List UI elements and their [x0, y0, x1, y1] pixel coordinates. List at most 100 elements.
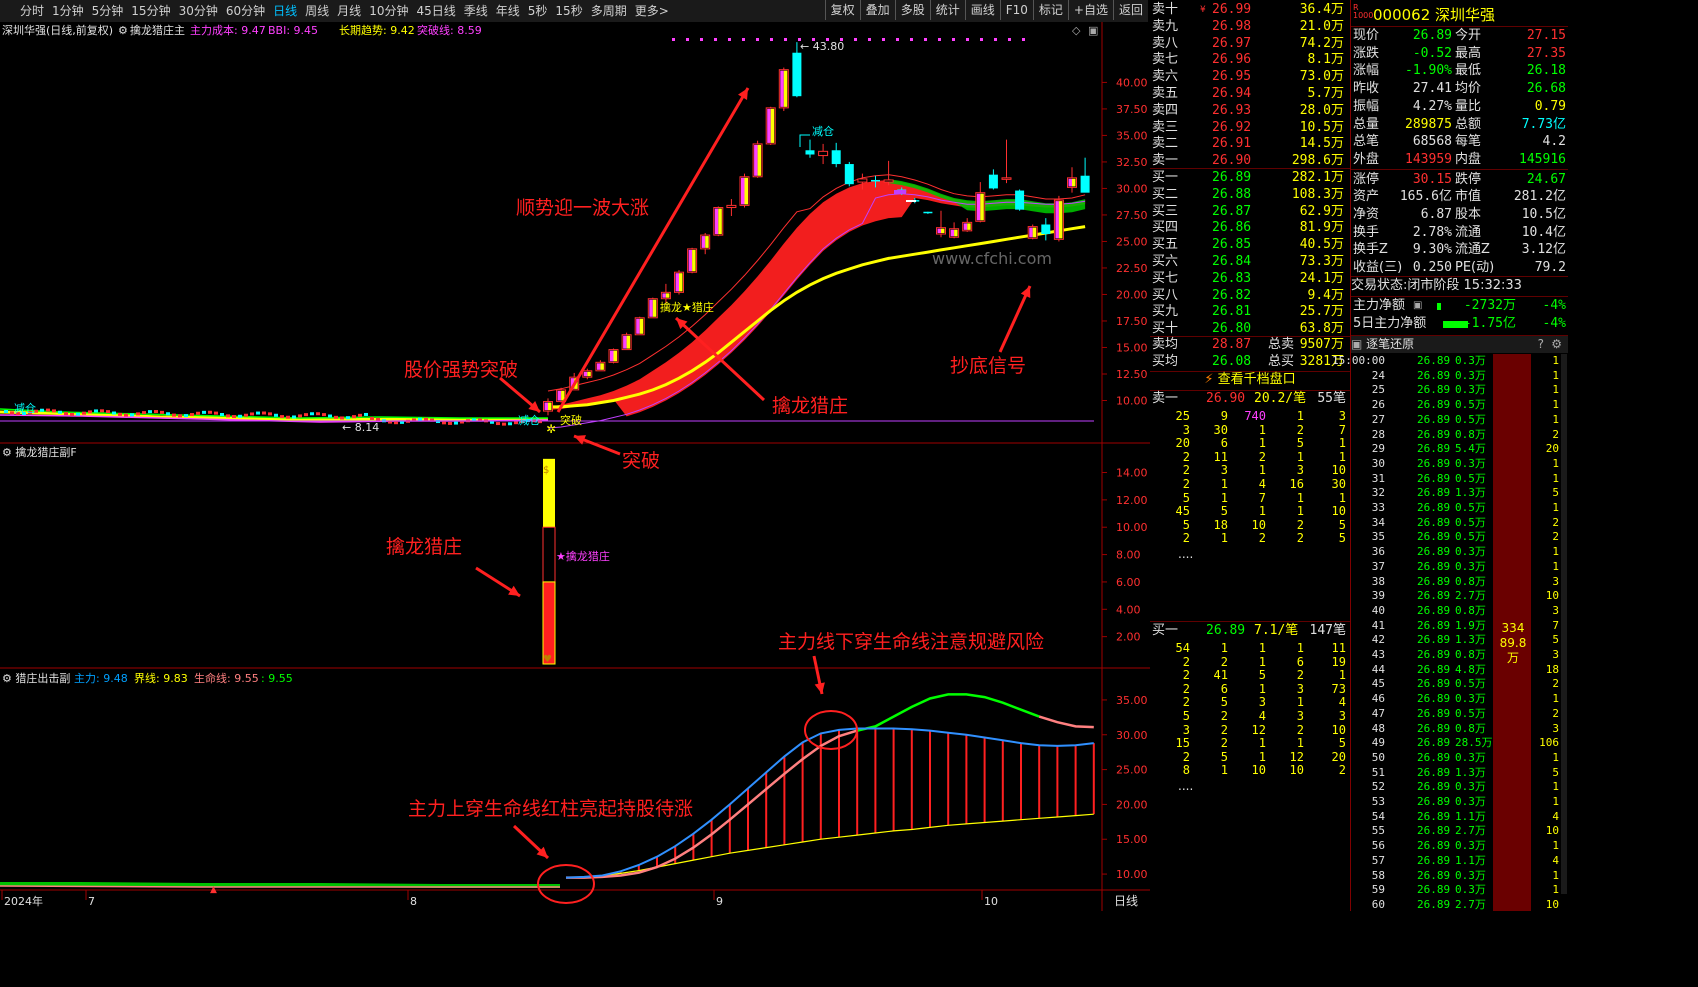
order-level[interactable]: 卖四 26.93 28.0万	[1150, 103, 1350, 120]
tick-row[interactable]: 27 26.89 0.5万 1	[1351, 413, 1559, 428]
timeframe-tab[interactable]: 15秒	[555, 4, 583, 18]
tick-row[interactable]: 60 26.89 2.7万 10	[1351, 898, 1559, 913]
timeframe-tab[interactable]: 月线	[337, 4, 362, 18]
order-level[interactable]: 卖三 26.92 10.5万	[1150, 120, 1350, 137]
tool-button[interactable]: 画线	[964, 0, 1000, 20]
order-level[interactable]: 卖八 26.97 74.2万	[1150, 36, 1350, 53]
queue-cell: 30	[1213, 422, 1228, 437]
order-level[interactable]: 买五 26.85 40.5万	[1150, 237, 1350, 254]
tool-button[interactable]: F10	[999, 0, 1033, 20]
order-level[interactable]: 卖二 26.91 14.5万	[1150, 136, 1350, 153]
tick-row[interactable]: 41 26.89 1.9万 7	[1351, 619, 1559, 634]
tick-row[interactable]: 34 26.89 0.5万 2	[1351, 516, 1559, 531]
small-candle	[358, 413, 362, 417]
order-level[interactable]: 买六 26.84 73.3万	[1150, 254, 1350, 271]
tick-row[interactable]: 37 26.89 0.3万 1	[1351, 560, 1559, 575]
tick-scrollbar[interactable]	[1561, 354, 1567, 894]
tick-row[interactable]: 28 26.89 0.8万 2	[1351, 428, 1559, 443]
timeframe-tab[interactable]: 年线	[495, 4, 520, 18]
timeframe-tab[interactable]: 分时	[20, 4, 45, 18]
order-level[interactable]: 买八 26.82 9.4万	[1150, 288, 1350, 305]
tool-button[interactable]: +自选	[1067, 0, 1113, 20]
order-level[interactable]: 买十 26.80 63.8万	[1150, 321, 1350, 338]
tick-row[interactable]: 45 26.89 0.5万 2	[1351, 677, 1559, 692]
tick-row[interactable]: 30 26.89 0.3万 1	[1351, 457, 1559, 472]
tick-row[interactable]: 24 26.89 0.3万 1	[1351, 369, 1559, 384]
tick-row[interactable]: 56 26.89 0.3万 1	[1351, 839, 1559, 854]
timeframe-tab[interactable]: 季线	[463, 4, 488, 18]
tick-row[interactable]: 38 26.89 0.8万 3	[1351, 575, 1559, 590]
tick-row[interactable]: 46 26.89 0.3万 1	[1351, 692, 1559, 707]
tick-row[interactable]: 59 26.89 0.3万 1	[1351, 883, 1559, 898]
small-candle	[16, 412, 20, 416]
tick-row[interactable]: 54 26.89 1.1万 4	[1351, 810, 1559, 825]
tick-row[interactable]: 29 26.89 5.4万 20	[1351, 442, 1559, 457]
order-level[interactable]: 卖五 26.94 5.7万	[1150, 86, 1350, 103]
order-level[interactable]: 买七 26.83 24.1万	[1150, 271, 1350, 288]
tool-button[interactable]: 统计	[929, 0, 965, 20]
timeframe-tab[interactable]: 60分钟	[225, 4, 266, 18]
tick-row[interactable]: 55 26.89 2.7万 10	[1351, 824, 1559, 839]
tool-button[interactable]: 标记	[1032, 0, 1068, 20]
timeframe-tab[interactable]: 5秒	[527, 4, 548, 18]
tick-row[interactable]: 42 26.89 1.3万 5	[1351, 633, 1559, 648]
order-level[interactable]: 买三 26.87 62.9万	[1150, 204, 1350, 221]
tick-row[interactable]: 44 26.89 4.8万 18	[1351, 663, 1559, 678]
timeframe-tab[interactable]: 5分钟	[91, 4, 124, 18]
tick-row[interactable]: 52 26.89 0.3万 1	[1351, 780, 1559, 795]
tick-row[interactable]: 58 26.89 0.3万 1	[1351, 869, 1559, 884]
tick-row[interactable]: 26 26.89 0.5万 1	[1351, 398, 1559, 413]
tick-row[interactable]: 57 26.89 1.1万 4	[1351, 854, 1559, 869]
timeframe-tab[interactable]: 30分钟	[178, 4, 218, 18]
timeframe-tab[interactable]: 10分钟	[369, 4, 409, 18]
tick-row[interactable]: 48 26.89 0.8万 3	[1351, 722, 1559, 737]
order-level[interactable]: 卖十 ¥26.99 36.4万	[1150, 2, 1350, 19]
timeframe-tab[interactable]: 15分钟	[131, 4, 171, 18]
view-depth-button[interactable]: ⚡ 查看千档盘口	[1150, 372, 1350, 389]
tick-price: 26.89	[1417, 648, 1451, 661]
tick-row[interactable]: 33 26.89 0.5万 1	[1351, 501, 1559, 516]
tool-button[interactable]: 多股	[894, 0, 930, 20]
tool-button[interactable]: 复权	[824, 0, 860, 20]
timeframe-tab[interactable]: 1分钟	[52, 4, 84, 18]
small-candle	[106, 410, 110, 414]
tick-row[interactable]: 43 26.89 0.8万 3	[1351, 648, 1559, 663]
order-level[interactable]: 卖九 26.98 21.0万	[1150, 19, 1350, 36]
order-level[interactable]: 卖七 26.96 8.1万	[1150, 52, 1350, 69]
order-level[interactable]: 买九 26.81 25.7万	[1150, 304, 1350, 321]
tick-row[interactable]: 50 26.89 0.3万 1	[1351, 751, 1559, 766]
tick-row[interactable]: 53 26.89 0.3万 1	[1351, 795, 1559, 810]
tick-row[interactable]: 47 26.89 0.5万 2	[1351, 707, 1559, 722]
tool-button[interactable]: 叠加	[859, 0, 895, 20]
timeframe-tab[interactable]: 日线	[273, 4, 298, 18]
timeframe-tab[interactable]: 周线	[305, 4, 330, 18]
queue-cell: 1	[1338, 490, 1346, 505]
order-level[interactable]: 卖一 26.90 298.6万	[1150, 153, 1350, 170]
tick-row[interactable]: 51 26.89 1.3万 5	[1351, 766, 1559, 781]
small-candle	[346, 416, 350, 420]
kline-charts[interactable]: 深圳华强(日线,前复权) ⚙ 擒龙猎庄主 主力成本: 9.47 BBI: 9.45…	[0, 22, 1150, 911]
order-level[interactable]: 卖六 26.95 73.0万	[1150, 69, 1350, 86]
timeframe-tab[interactable]: 45日线	[416, 4, 456, 18]
level-price: 26.86	[1212, 220, 1252, 236]
order-level[interactable]: 买二 26.88 108.3万	[1150, 187, 1350, 204]
small-candle	[370, 416, 374, 420]
tick-row[interactable]: 25 26.89 0.3万 1	[1351, 383, 1559, 398]
tick-row[interactable]: 40 26.89 0.8万 3	[1351, 604, 1559, 619]
order-level[interactable]: 买四 26.86 81.9万	[1150, 220, 1350, 237]
tick-toggle-icon[interactable]: ▣	[1351, 337, 1367, 351]
tick-row[interactable]: 36 26.89 0.3万 1	[1351, 545, 1559, 560]
tick-row[interactable]: 39 26.89 2.7万 10	[1351, 589, 1559, 604]
timeframe-tab[interactable]: 多周期	[590, 4, 627, 18]
help-icon[interactable]: ?	[1537, 337, 1544, 351]
settings-icon[interactable]: ⚙	[1551, 337, 1562, 351]
small-candle	[274, 413, 278, 417]
tick-row[interactable]: 35 26.89 0.5万 2	[1351, 530, 1559, 545]
tool-button[interactable]: 返回	[1112, 0, 1148, 20]
order-level[interactable]: 买一 26.89 282.1万	[1150, 170, 1350, 187]
tick-row[interactable]: 32 26.89 1.3万 5	[1351, 486, 1559, 501]
timeframe-tab[interactable]: 更多>	[634, 4, 669, 18]
tick-row[interactable]: 49 26.89 28.5万 106	[1351, 736, 1559, 751]
tick-row[interactable]: 15:00:00 26.89 0.3万 1	[1332, 354, 1559, 369]
tick-row[interactable]: 31 26.89 0.5万 1	[1351, 472, 1559, 487]
